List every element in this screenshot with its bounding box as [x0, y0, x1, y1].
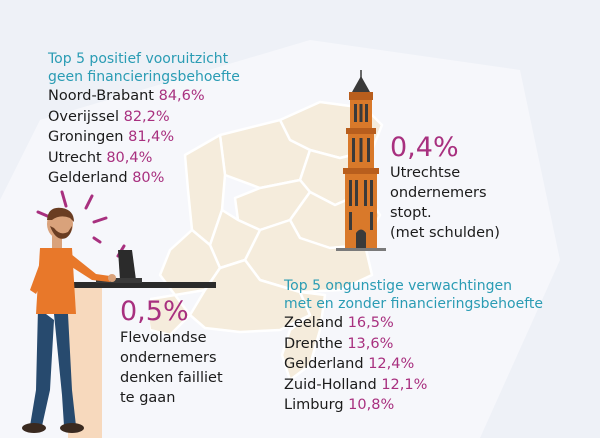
- flevo-stat-line: denken failliet: [120, 370, 223, 386]
- flevo-stat-line: Flevolandse: [120, 330, 207, 346]
- region-name: Utrecht: [48, 149, 102, 166]
- flevo-stat-block: 0,5% Flevolandse ondernemers denken fail…: [120, 296, 223, 408]
- region-value: 84,6%: [158, 88, 205, 104]
- region-value: 12,4%: [368, 356, 415, 372]
- dom-tower-icon: [336, 70, 386, 251]
- region-value: 10,8%: [348, 397, 395, 413]
- utrecht-stat-line: Utrechtse: [390, 165, 461, 181]
- region-value: 12,1%: [381, 376, 428, 393]
- list-item: Drenthe 13,6%: [284, 334, 543, 355]
- stress-line: [84, 194, 94, 210]
- flevo-stat-line: te gaan: [120, 390, 176, 406]
- list-item: Utrecht 80,4%: [48, 148, 240, 169]
- stressed-man-illustration: [22, 190, 216, 438]
- top-positive-block: Top 5 positief vooruitzicht geen financi…: [48, 50, 240, 189]
- utrecht-stat-line: (met schulden): [390, 225, 500, 241]
- region-value: 82,2%: [123, 108, 170, 125]
- region-name: Zeeland: [284, 315, 344, 331]
- region-name: Noord-Brabant: [48, 88, 154, 104]
- list-item: Zuid-Holland 12,1%: [284, 375, 543, 396]
- region-name: Limburg: [284, 397, 344, 413]
- list-item: Groningen 81,4%: [48, 127, 240, 148]
- region-name: Gelderland: [284, 356, 364, 372]
- top-positive-title-line1: Top 5 positief vooruitzicht: [48, 51, 229, 67]
- list-item: Zeeland 16,5%: [284, 313, 543, 334]
- top-positive-title-line2: geen financieringsbehoefte: [48, 69, 240, 85]
- list-item: Noord-Brabant 84,6%: [48, 86, 240, 107]
- utrecht-stat-line: stopt.: [390, 205, 432, 221]
- list-item: Overijssel 82,2%: [48, 107, 240, 128]
- list-item: Gelderland 80%: [48, 168, 240, 189]
- region-value: 80,4%: [106, 149, 153, 166]
- region-value: 16,5%: [347, 315, 394, 331]
- utrecht-stat-block: 0,4% Utrechtse ondernemers stopt. (met s…: [390, 133, 500, 243]
- region-value: 81,4%: [128, 129, 175, 145]
- list-item: Gelderland 12,4%: [284, 354, 543, 375]
- list-item: Limburg 10,8%: [284, 395, 543, 416]
- utrecht-stat-value: 0,4%: [390, 132, 459, 163]
- top-negative-title-line1: Top 5 ongunstige verwachtingen: [284, 278, 513, 294]
- flevo-stat-value: 0,5%: [120, 296, 189, 327]
- utrecht-stat-line: ondernemers: [390, 185, 487, 201]
- desk-top: [64, 282, 216, 288]
- top-negative-block: Top 5 ongunstige verwachtingen met en zo…: [284, 277, 543, 416]
- region-name: Overijssel: [48, 108, 119, 125]
- top-negative-title-line2: met en zonder financieringsbehoefte: [284, 296, 543, 312]
- region-name: Drenthe: [284, 335, 343, 352]
- netherlands-map: [150, 100, 384, 380]
- stress-line: [92, 216, 108, 224]
- laptop-icon: [96, 250, 142, 283]
- stress-line: [92, 236, 102, 244]
- region-value: 13,6%: [347, 335, 394, 352]
- region-name: Zuid-Holland: [284, 376, 377, 393]
- flevo-stat-line: ondernemers: [120, 350, 217, 366]
- region-name: Groningen: [48, 129, 124, 145]
- region-value: 80%: [132, 170, 165, 186]
- region-name: Gelderland: [48, 170, 128, 186]
- stress-line: [60, 190, 68, 208]
